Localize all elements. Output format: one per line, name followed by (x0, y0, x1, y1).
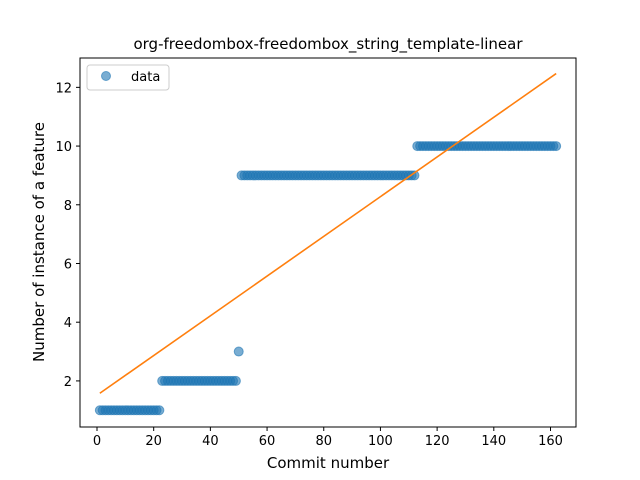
x-tick-label: 40 (202, 434, 219, 449)
x-tick-label: 160 (538, 434, 563, 449)
y-tick-label: 8 (64, 199, 72, 214)
data-point (233, 346, 244, 357)
x-tick-label: 60 (259, 434, 276, 449)
y-axis: 2 4 6 8 10 12 (55, 81, 80, 390)
data-point (154, 405, 165, 416)
x-tick-label: 140 (481, 434, 506, 449)
x-tick-label: 100 (368, 434, 393, 449)
chart-title: org-freedombox-freedombox_string_templat… (133, 35, 523, 54)
y-tick-label: 12 (55, 81, 72, 96)
data-layer (94, 72, 562, 416)
x-axis: 0 20 40 60 80 100 120 140 160 (93, 427, 563, 449)
legend-marker-data (101, 71, 111, 81)
y-tick-label: 6 (64, 257, 72, 272)
x-tick-label: 120 (425, 434, 450, 449)
y-tick-label: 10 (55, 140, 72, 155)
legend-label-data: data (131, 70, 160, 85)
data-point (551, 141, 562, 152)
y-tick-label: 2 (64, 375, 72, 390)
fit-line (99, 72, 557, 394)
plot-frame (79, 57, 577, 428)
x-tick-label: 20 (145, 434, 162, 449)
x-tick-label: 0 (93, 434, 101, 449)
data-point (230, 375, 241, 386)
plot-area (80, 58, 576, 427)
y-axis-label: Number of instance of a feature (30, 122, 48, 362)
x-tick-label: 80 (315, 434, 332, 449)
y-tick-label: 4 (64, 316, 72, 331)
x-axis-label: Commit number (267, 454, 390, 472)
legend: data (86, 64, 170, 91)
